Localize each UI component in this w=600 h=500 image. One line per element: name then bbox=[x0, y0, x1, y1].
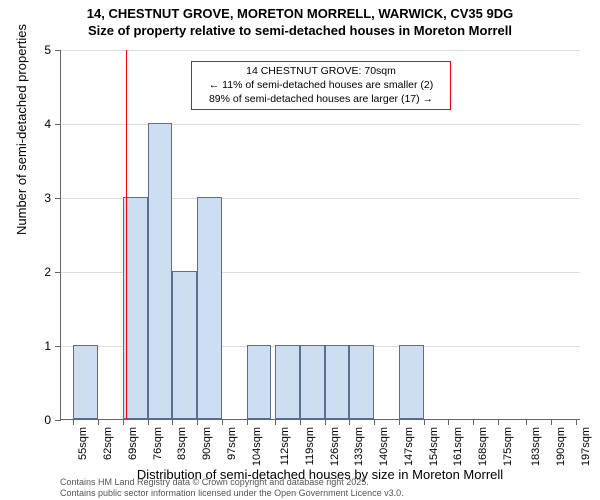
x-tick bbox=[148, 419, 149, 425]
annotation-line-3: 89% of semi-detached houses are larger (… bbox=[198, 93, 444, 107]
gridline bbox=[61, 124, 580, 125]
x-tick-label: 161sqm bbox=[452, 427, 464, 466]
histogram-bar bbox=[197, 197, 222, 419]
y-tick bbox=[55, 420, 61, 421]
x-tick-label: 126sqm bbox=[329, 427, 341, 466]
x-tick bbox=[197, 419, 198, 425]
x-tick bbox=[349, 419, 350, 425]
y-tick-label: 3 bbox=[44, 191, 51, 205]
x-tick bbox=[275, 419, 276, 425]
x-tick-label: 168sqm bbox=[477, 427, 489, 466]
x-tick bbox=[300, 419, 301, 425]
histogram-bar bbox=[325, 345, 350, 419]
title-line-1: 14, CHESTNUT GROVE, MORETON MORRELL, WAR… bbox=[0, 6, 600, 23]
property-marker-line bbox=[126, 50, 127, 419]
histogram-bar bbox=[148, 123, 173, 419]
histogram-bar bbox=[73, 345, 98, 419]
x-tick-label: 69sqm bbox=[127, 427, 139, 460]
annotation-line-1: 14 CHESTNUT GROVE: 70sqm bbox=[198, 65, 444, 79]
histogram-bar bbox=[300, 345, 325, 419]
x-tick-label: 147sqm bbox=[403, 427, 415, 466]
x-tick bbox=[172, 419, 173, 425]
histogram-bar bbox=[275, 345, 300, 419]
y-tick-label: 5 bbox=[44, 43, 51, 57]
footer-line-1: Contains HM Land Registry data © Crown c… bbox=[60, 477, 404, 488]
footer-line-2: Contains public sector information licen… bbox=[60, 488, 404, 499]
x-tick-label: 140sqm bbox=[378, 427, 390, 466]
x-tick-label: 133sqm bbox=[353, 427, 365, 466]
title-line-2: Size of property relative to semi-detach… bbox=[0, 23, 600, 40]
y-tick bbox=[55, 272, 61, 273]
x-tick-label: 175sqm bbox=[502, 427, 514, 466]
gridline bbox=[61, 50, 580, 51]
y-tick-label: 0 bbox=[44, 413, 51, 427]
y-tick-label: 1 bbox=[44, 339, 51, 353]
x-tick bbox=[526, 419, 527, 425]
x-tick-label: 90sqm bbox=[201, 427, 213, 460]
y-tick bbox=[55, 124, 61, 125]
x-tick bbox=[247, 419, 248, 425]
x-tick-label: 183sqm bbox=[530, 427, 542, 466]
histogram-bar bbox=[349, 345, 374, 419]
y-tick bbox=[55, 198, 61, 199]
x-tick bbox=[374, 419, 375, 425]
x-tick bbox=[551, 419, 552, 425]
y-tick bbox=[55, 50, 61, 51]
plot-area: 01234555sqm62sqm69sqm76sqm83sqm90sqm97sq… bbox=[60, 50, 580, 420]
x-tick bbox=[448, 419, 449, 425]
x-tick-label: 190sqm bbox=[555, 427, 567, 466]
x-tick bbox=[399, 419, 400, 425]
y-tick-label: 2 bbox=[44, 265, 51, 279]
histogram-bar bbox=[247, 345, 272, 419]
x-tick-label: 83sqm bbox=[176, 427, 188, 460]
y-tick-label: 4 bbox=[44, 117, 51, 131]
x-tick-label: 97sqm bbox=[226, 427, 238, 460]
x-tick-label: 76sqm bbox=[152, 427, 164, 460]
x-tick bbox=[498, 419, 499, 425]
x-tick-label: 197sqm bbox=[580, 427, 592, 466]
x-tick bbox=[222, 419, 223, 425]
x-tick-label: 119sqm bbox=[304, 427, 316, 465]
x-tick bbox=[73, 419, 74, 425]
x-tick-label: 55sqm bbox=[77, 427, 89, 460]
chart-container: 14, CHESTNUT GROVE, MORETON MORRELL, WAR… bbox=[0, 0, 600, 500]
x-tick bbox=[325, 419, 326, 425]
x-tick-label: 104sqm bbox=[251, 427, 263, 466]
x-tick bbox=[123, 419, 124, 425]
annotation-box: 14 CHESTNUT GROVE: 70sqm← 11% of semi-de… bbox=[191, 61, 451, 110]
footer: Contains HM Land Registry data © Crown c… bbox=[60, 477, 404, 499]
x-tick bbox=[576, 419, 577, 425]
x-tick bbox=[473, 419, 474, 425]
annotation-line-2: ← 11% of semi-detached houses are smalle… bbox=[198, 79, 444, 93]
y-tick bbox=[55, 346, 61, 347]
x-tick bbox=[98, 419, 99, 425]
histogram-bar bbox=[172, 271, 197, 419]
x-tick-label: 62sqm bbox=[102, 427, 114, 460]
x-tick bbox=[424, 419, 425, 425]
histogram-bar bbox=[399, 345, 424, 419]
title-block: 14, CHESTNUT GROVE, MORETON MORRELL, WAR… bbox=[0, 6, 600, 40]
x-tick-label: 154sqm bbox=[428, 427, 440, 466]
x-tick-label: 112sqm bbox=[279, 427, 291, 465]
y-axis-label: Number of semi-detached properties bbox=[14, 24, 29, 235]
